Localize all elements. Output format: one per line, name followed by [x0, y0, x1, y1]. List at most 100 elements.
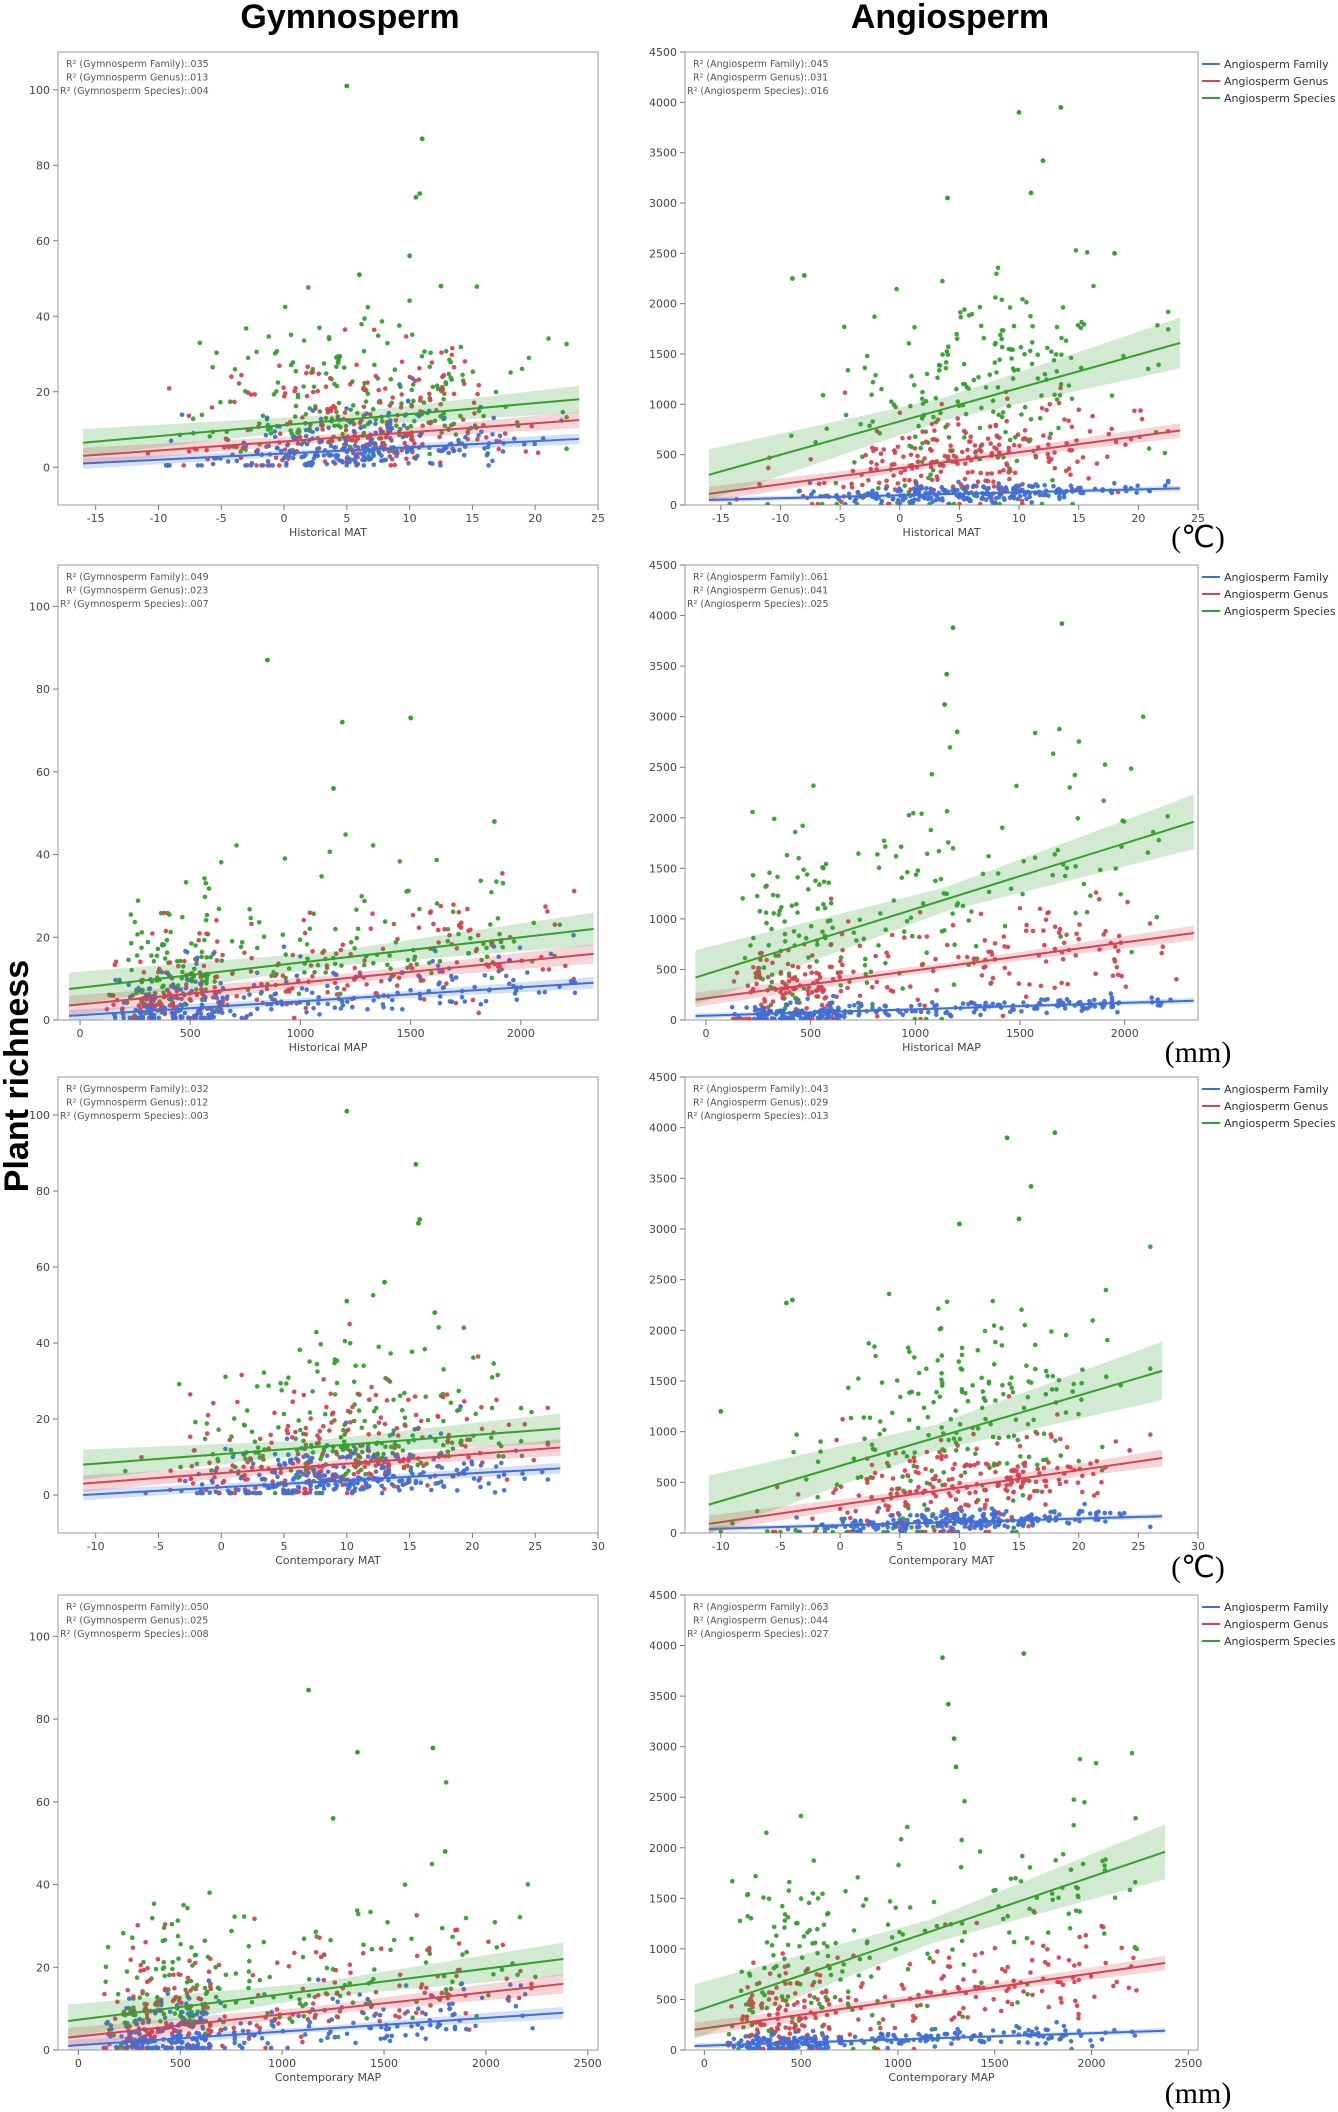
data-point: [464, 1949, 469, 1955]
data-point: [263, 432, 269, 438]
data-point: [935, 1454, 940, 1460]
data-point: [134, 990, 139, 996]
data-point: [977, 501, 983, 505]
data-point: [822, 905, 828, 911]
data-point: [471, 1355, 476, 1360]
data-point: [460, 372, 465, 378]
data-point: [945, 1514, 951, 1519]
data-point: [333, 1486, 339, 1491]
data-point: [293, 385, 298, 391]
data-point: [966, 313, 972, 318]
outlier-point: [784, 1300, 789, 1306]
x-tick-label: 10: [403, 512, 417, 525]
y-tick-label: 40: [36, 849, 50, 862]
data-point: [914, 1513, 920, 1518]
data-point: [184, 977, 190, 982]
data-point: [426, 1948, 432, 1953]
data-point: [356, 1911, 361, 1917]
data-point: [453, 1927, 458, 1933]
data-point: [378, 436, 384, 441]
data-point: [1056, 1477, 1062, 1483]
x-tick-label: -15: [87, 512, 105, 525]
data-point: [486, 1481, 492, 1486]
data-point: [455, 1488, 460, 1493]
data-point: [228, 1490, 233, 1496]
data-point: [1001, 1391, 1006, 1397]
data-point: [1014, 783, 1019, 789]
data-point: [993, 496, 999, 501]
data-point: [754, 1007, 760, 1012]
data-point: [359, 321, 364, 327]
data-point: [978, 911, 984, 917]
data-point: [438, 463, 443, 468]
data-point: [392, 1445, 397, 1451]
data-point: [249, 921, 254, 927]
data-point: [343, 438, 349, 444]
data-point: [269, 973, 274, 979]
data-point: [211, 1400, 216, 1406]
data-point: [788, 1000, 793, 1005]
data-point: [996, 1435, 1002, 1441]
data-point: [957, 1436, 963, 1442]
data-point: [1015, 1437, 1021, 1443]
data-point: [836, 1013, 842, 1018]
data-point: [247, 907, 252, 912]
data-point: [840, 962, 845, 968]
data-point: [1032, 730, 1038, 736]
data-point: [378, 429, 384, 434]
data-point: [851, 969, 856, 975]
data-point: [963, 1462, 969, 1468]
data-point: [977, 425, 983, 431]
data-point: [1003, 429, 1008, 435]
data-point: [417, 996, 423, 1001]
data-point: [441, 985, 447, 990]
data-point: [770, 960, 775, 966]
data-point: [268, 1432, 274, 1438]
data-point: [370, 843, 376, 848]
data-point: [915, 453, 920, 459]
data-point: [916, 1524, 922, 1530]
data-point: [418, 1985, 424, 1990]
data-point: [109, 993, 115, 998]
data-point: [911, 1455, 917, 1460]
data-point: [1039, 393, 1044, 398]
data-point: [432, 418, 438, 424]
data-point: [871, 448, 876, 454]
data-point: [361, 404, 367, 410]
data-point: [755, 1016, 760, 1020]
data-point: [525, 1882, 531, 1887]
data-point: [254, 349, 259, 355]
data-point: [229, 939, 235, 944]
y-tick-label: 100: [29, 1630, 50, 1643]
data-point: [417, 906, 422, 912]
outlier-point: [408, 715, 414, 721]
data-point: [1015, 1464, 1021, 1469]
data-point: [437, 969, 442, 974]
data-point: [347, 382, 353, 387]
x-axis-title: Historical MAT: [289, 526, 367, 539]
data-point: [354, 907, 359, 912]
data-point: [195, 955, 200, 960]
data-point: [269, 1007, 274, 1012]
data-point: [248, 969, 254, 974]
data-point: [847, 979, 852, 985]
data-point: [1002, 923, 1008, 929]
data-point: [1069, 396, 1075, 402]
data-point: [304, 942, 310, 947]
data-point: [919, 811, 924, 817]
data-point: [247, 992, 252, 997]
data-point: [310, 1450, 316, 1455]
data-point: [809, 990, 815, 995]
data-point: [305, 364, 311, 370]
data-point: [402, 1390, 407, 1396]
data-point: [227, 1437, 232, 1443]
data-point: [883, 486, 889, 491]
data-point: [776, 912, 782, 917]
data-point: [955, 1489, 961, 1494]
data-point: [311, 911, 317, 916]
x-tick-label: 25: [1191, 512, 1205, 525]
data-point: [431, 921, 436, 927]
data-point: [354, 362, 359, 368]
data-point: [341, 365, 347, 370]
y-tick-label: 2000: [649, 812, 677, 825]
